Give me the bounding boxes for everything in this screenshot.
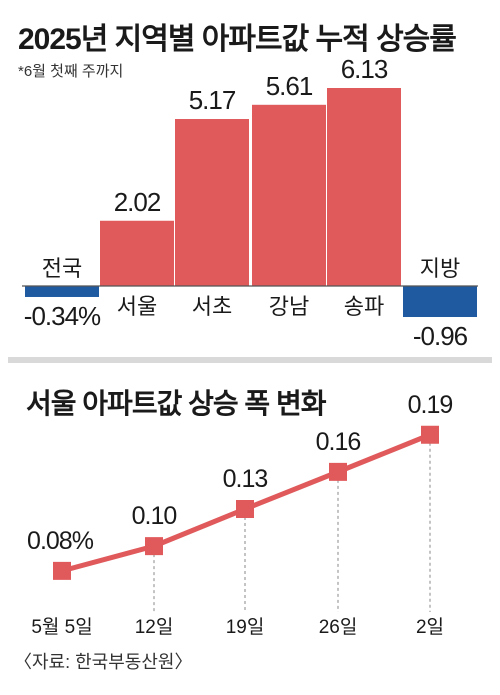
bar-chart-note: *6월 첫째 주까지: [18, 63, 124, 80]
bar-category-label-3: 강남: [269, 294, 309, 319]
bar-chart: -0.34% 전국 2.02 서울 5.17 서초 5.61 강남 6.13 송파 -0.96 지방: [22, 54, 478, 351]
bar-3: [252, 104, 326, 286]
line-value-label-0: 0.08%: [27, 527, 94, 555]
bar-0: [25, 286, 99, 297]
bar-category-label-4: 송파: [344, 294, 384, 319]
line-point-3: [329, 462, 347, 481]
line-x-label-1: 12일: [135, 616, 174, 638]
line-x-label-2: 19일: [226, 616, 265, 638]
bar-4: [327, 88, 401, 286]
bar-chart-title: 2025년 지역별 아파트값 누적 상승률: [18, 23, 457, 56]
line-point-1: [145, 537, 163, 556]
line-value-label-1: 0.10: [132, 502, 177, 530]
line-value-label-4: 0.19: [408, 391, 453, 419]
line-x-label-3: 26일: [319, 616, 358, 638]
line-point-0: [53, 561, 71, 580]
line-value-label-2: 0.13: [223, 465, 268, 493]
line-chart-title: 서울 아파트값 상승 폭 변화: [26, 388, 326, 419]
line-x-label-4: 2일: [416, 616, 444, 638]
bar-5: [403, 286, 477, 318]
bar-value-label-0: -0.34%: [24, 301, 101, 331]
bar-1: [100, 220, 174, 286]
line-value-label-3: 0.16: [316, 428, 361, 456]
line-point-4: [421, 425, 439, 444]
bar-category-label-2: 서초: [192, 294, 232, 319]
bar-value-label-3: 5.61: [266, 71, 313, 101]
line-x-label-0: 5월 5일: [31, 616, 92, 638]
bar-category-label-1: 서울: [117, 294, 157, 319]
line-point-2: [236, 500, 254, 518]
section-divider: [8, 357, 492, 363]
bar-value-label-1: 2.02: [114, 187, 161, 217]
source-note: 〈자료: 한국부동산원〉: [14, 652, 193, 672]
bar-category-label-0: 전국: [42, 256, 82, 281]
bar-value-label-4: 6.13: [341, 54, 388, 84]
bar-value-label-5: -0.96: [413, 321, 468, 351]
bar-value-label-2: 5.17: [189, 85, 236, 115]
bar-category-label-5: 지방: [420, 256, 460, 281]
bar-2: [175, 119, 249, 286]
